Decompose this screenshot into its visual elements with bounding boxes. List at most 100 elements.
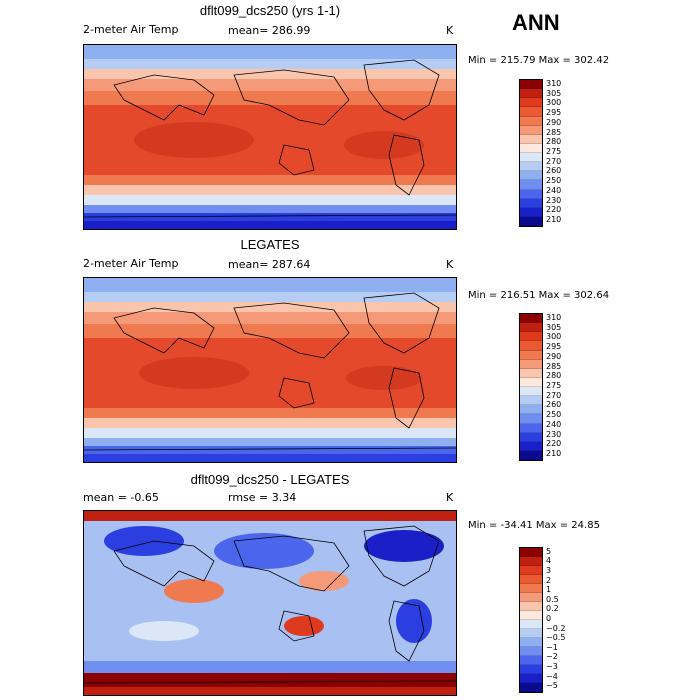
- panel-1-colorbar-labels: 310 305 300 295 290 285 280 275 270 260 250 240 230 2…: [546, 79, 586, 225]
- colorbar-tick-label: 230: [546, 429, 562, 439]
- colorbar-tick-label: 0.2: [546, 604, 559, 614]
- colorbar-tick-label: −2: [546, 652, 558, 662]
- colorbar-tick-label: −1: [546, 642, 558, 652]
- colorbar-swatch: [520, 125, 542, 135]
- colorbar-swatch: [520, 180, 542, 190]
- colorbar-swatch: [520, 432, 542, 442]
- season-label: ANN: [512, 10, 560, 35]
- colorbar-tick-label: 220: [546, 439, 562, 449]
- colorbar-swatch: [520, 414, 542, 424]
- colorbar-tick-label: −5: [546, 681, 558, 691]
- panel-3-map: [83, 510, 457, 696]
- colorbar-swatch: [520, 557, 542, 566]
- colorbar-tick-label: 300: [546, 332, 562, 342]
- colorbar-tick-label: 295: [546, 108, 562, 118]
- colorbar-tick-label: 0: [546, 613, 552, 623]
- colorbar-tick-label: 0.5: [546, 594, 559, 604]
- panel-3-colorbar: [519, 547, 543, 693]
- colorbar-swatch: [520, 189, 542, 199]
- colorbar-tick-label: 290: [546, 351, 562, 361]
- colorbar-swatch: [520, 423, 542, 433]
- colorbar-swatch: [520, 611, 542, 620]
- colorbar-tick-label: 250: [546, 176, 562, 186]
- colorbar-tick-label: 280: [546, 137, 562, 147]
- panel-2-colorbar-labels: 310 305 300 295 290 285 280 275 270 260 250 240 230 2…: [546, 313, 586, 459]
- colorbar-tick-label: 260: [546, 400, 562, 410]
- colorbar-swatch: [520, 341, 542, 351]
- colorbar-tick-label: 305: [546, 88, 562, 98]
- colorbar-tick-label: 5: [546, 546, 552, 556]
- colorbar-swatch: [520, 441, 542, 451]
- colorbar-swatch: [520, 171, 542, 181]
- colorbar-swatch: [520, 80, 542, 90]
- panel-1-temperature-field: [84, 45, 456, 229]
- colorbar-swatch: [520, 377, 542, 387]
- colorbar-swatch: [520, 332, 542, 342]
- colorbar-tick-label: 285: [546, 361, 562, 371]
- panel-1-variable-label: 2-meter Air Temp: [83, 23, 179, 36]
- colorbar-swatch: [520, 207, 542, 217]
- colorbar-tick-label: 1: [546, 585, 552, 595]
- panel-1-colorbar: [519, 79, 543, 227]
- colorbar-tick-label: 270: [546, 156, 562, 166]
- panel-3-minmax: Min = -34.41 Max = 24.85: [468, 520, 600, 531]
- panel-3-colorbar-labels: 5 4 3 2 1 0.5 0.2 0 −0.2 −0.5 −1 −2 −3 −4 −5: [546, 547, 586, 691]
- colorbar-tick-label: 4: [546, 556, 552, 566]
- colorbar-tick-label: 230: [546, 195, 562, 205]
- colorbar-swatch: [520, 405, 542, 415]
- colorbar-tick-label: 2: [546, 575, 552, 585]
- colorbar-tick-label: 280: [546, 371, 562, 381]
- colorbar-tick-label: 270: [546, 390, 562, 400]
- colorbar-swatch: [520, 638, 542, 647]
- colorbar-swatch: [520, 107, 542, 117]
- colorbar-swatch: [520, 134, 542, 144]
- panel-1-minmax: Min = 215.79 Max = 302.42: [468, 55, 610, 66]
- panel-2-temperature-field: [84, 278, 456, 462]
- colorbar-swatch: [520, 620, 542, 629]
- colorbar-tick-label: 210: [546, 215, 562, 225]
- panel-3-title: dflt099_dcs250 - LEGATES: [190, 472, 350, 487]
- colorbar-swatch: [520, 89, 542, 99]
- colorbar-swatch: [520, 116, 542, 126]
- colorbar-swatch: [520, 593, 542, 602]
- panel-2-title: LEGATES: [240, 237, 300, 252]
- colorbar-tick-label: 290: [546, 117, 562, 127]
- colorbar-swatch: [520, 359, 542, 369]
- colorbar-tick-label: 295: [546, 342, 562, 352]
- colorbar-tick-label: −0.2: [546, 623, 566, 633]
- panel-3-difference-field: [84, 511, 456, 695]
- colorbar-tick-label: 250: [546, 410, 562, 420]
- colorbar-tick-label: 285: [546, 127, 562, 137]
- colorbar-tick-label: −3: [546, 661, 558, 671]
- colorbar-tick-label: 240: [546, 419, 562, 429]
- colorbar-tick-label: −0.5: [546, 633, 566, 643]
- colorbar-tick-label: 220: [546, 205, 562, 215]
- panel-2-variable-label: 2-meter Air Temp: [83, 257, 179, 270]
- colorbar-swatch: [520, 584, 542, 593]
- panel-2-mean-label: mean= 287.64: [228, 258, 311, 271]
- colorbar-swatch: [520, 575, 542, 584]
- colorbar-tick-label: 310: [546, 312, 562, 322]
- colorbar-swatch: [520, 162, 542, 172]
- colorbar-swatch: [520, 198, 542, 208]
- colorbar-tick-label: 210: [546, 449, 562, 459]
- panel-1-title: dflt099_dcs250 (yrs 1-1): [199, 3, 341, 18]
- panel-1-map: [83, 44, 457, 230]
- colorbar-tick-label: 310: [546, 78, 562, 88]
- colorbar-swatch: [520, 143, 542, 153]
- colorbar-swatch: [520, 323, 542, 333]
- colorbar-tick-label: 260: [546, 166, 562, 176]
- panel-3-units: K: [446, 491, 454, 504]
- colorbar-swatch: [520, 665, 542, 674]
- colorbar-tick-label: 275: [546, 381, 562, 390]
- colorbar-tick-label: 3: [546, 565, 552, 575]
- colorbar-swatch: [520, 647, 542, 656]
- panel-2-colorbar: [519, 313, 543, 461]
- panel-2-units: K: [446, 258, 454, 271]
- colorbar-swatch: [520, 656, 542, 665]
- colorbar-tick-label: −4: [546, 671, 558, 681]
- colorbar-swatch: [520, 674, 542, 683]
- colorbar-swatch: [520, 368, 542, 378]
- colorbar-swatch: [520, 387, 542, 397]
- colorbar-swatch: [520, 396, 542, 406]
